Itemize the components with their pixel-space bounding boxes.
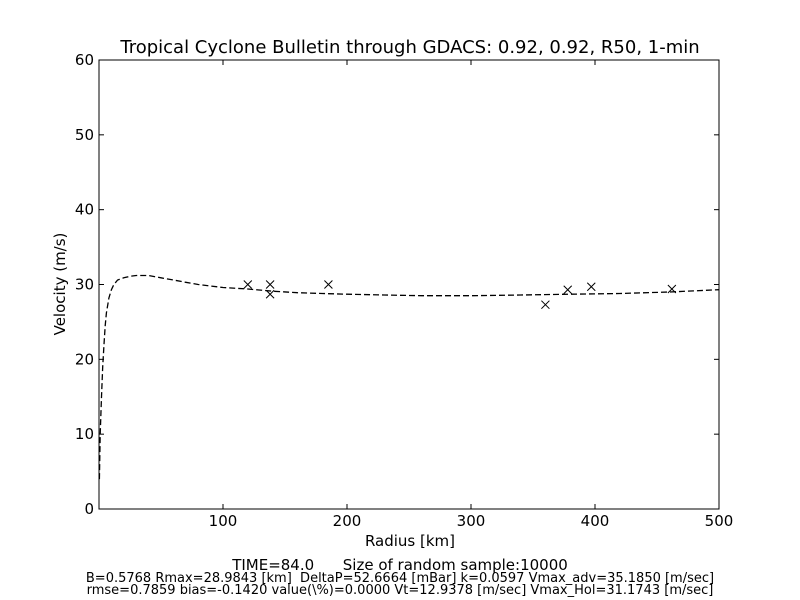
footer-line-3: rmse=0.7859 bias=-0.1420 value(\%)=0.000… [87, 583, 714, 598]
data-point-x-marker [243, 280, 253, 289]
x-tick-label: 100 [209, 512, 238, 530]
x-tick-label: 400 [581, 512, 610, 530]
data-point-x-marker [265, 280, 275, 289]
y-tick-label: 30 [75, 276, 94, 294]
x-axis-label: Radius [km] [365, 532, 455, 550]
series-layer [98, 274, 720, 480]
series-line-profile [98, 274, 720, 480]
y-tick-label: 20 [75, 350, 94, 368]
data-point-x-marker [541, 300, 550, 310]
x-tick-label: 200 [333, 512, 362, 530]
y-tick-label: 60 [75, 51, 94, 69]
x-tick-label: 300 [457, 512, 486, 530]
data-point-x-marker [667, 284, 677, 294]
y-tick-label: 40 [75, 201, 94, 219]
data-point-x-marker [563, 285, 573, 295]
footer-line-2: B=0.5768 Rmax=28.9843 [km] DeltaP=52.666… [86, 571, 714, 586]
x-tick-label: 500 [705, 512, 734, 530]
plot-frame [98, 59, 720, 510]
footer-line-1: TIME=84.0 Size of random sample:10000 [231, 556, 568, 574]
data-point-x-marker [586, 282, 596, 292]
data-point-x-marker [324, 280, 333, 289]
ticks: 100 200 300 400 500 0 10 20 30 40 50 60 [75, 51, 733, 530]
y-axis-label: Velocity (m/s) [51, 233, 69, 336]
chart-title: Tropical Cyclone Bulletin through GDACS:… [119, 37, 699, 58]
y-tick-label: 50 [75, 126, 94, 144]
y-tick-label: 0 [84, 500, 94, 518]
y-tick-label: 10 [75, 425, 94, 443]
data-point-x-marker [265, 289, 275, 299]
